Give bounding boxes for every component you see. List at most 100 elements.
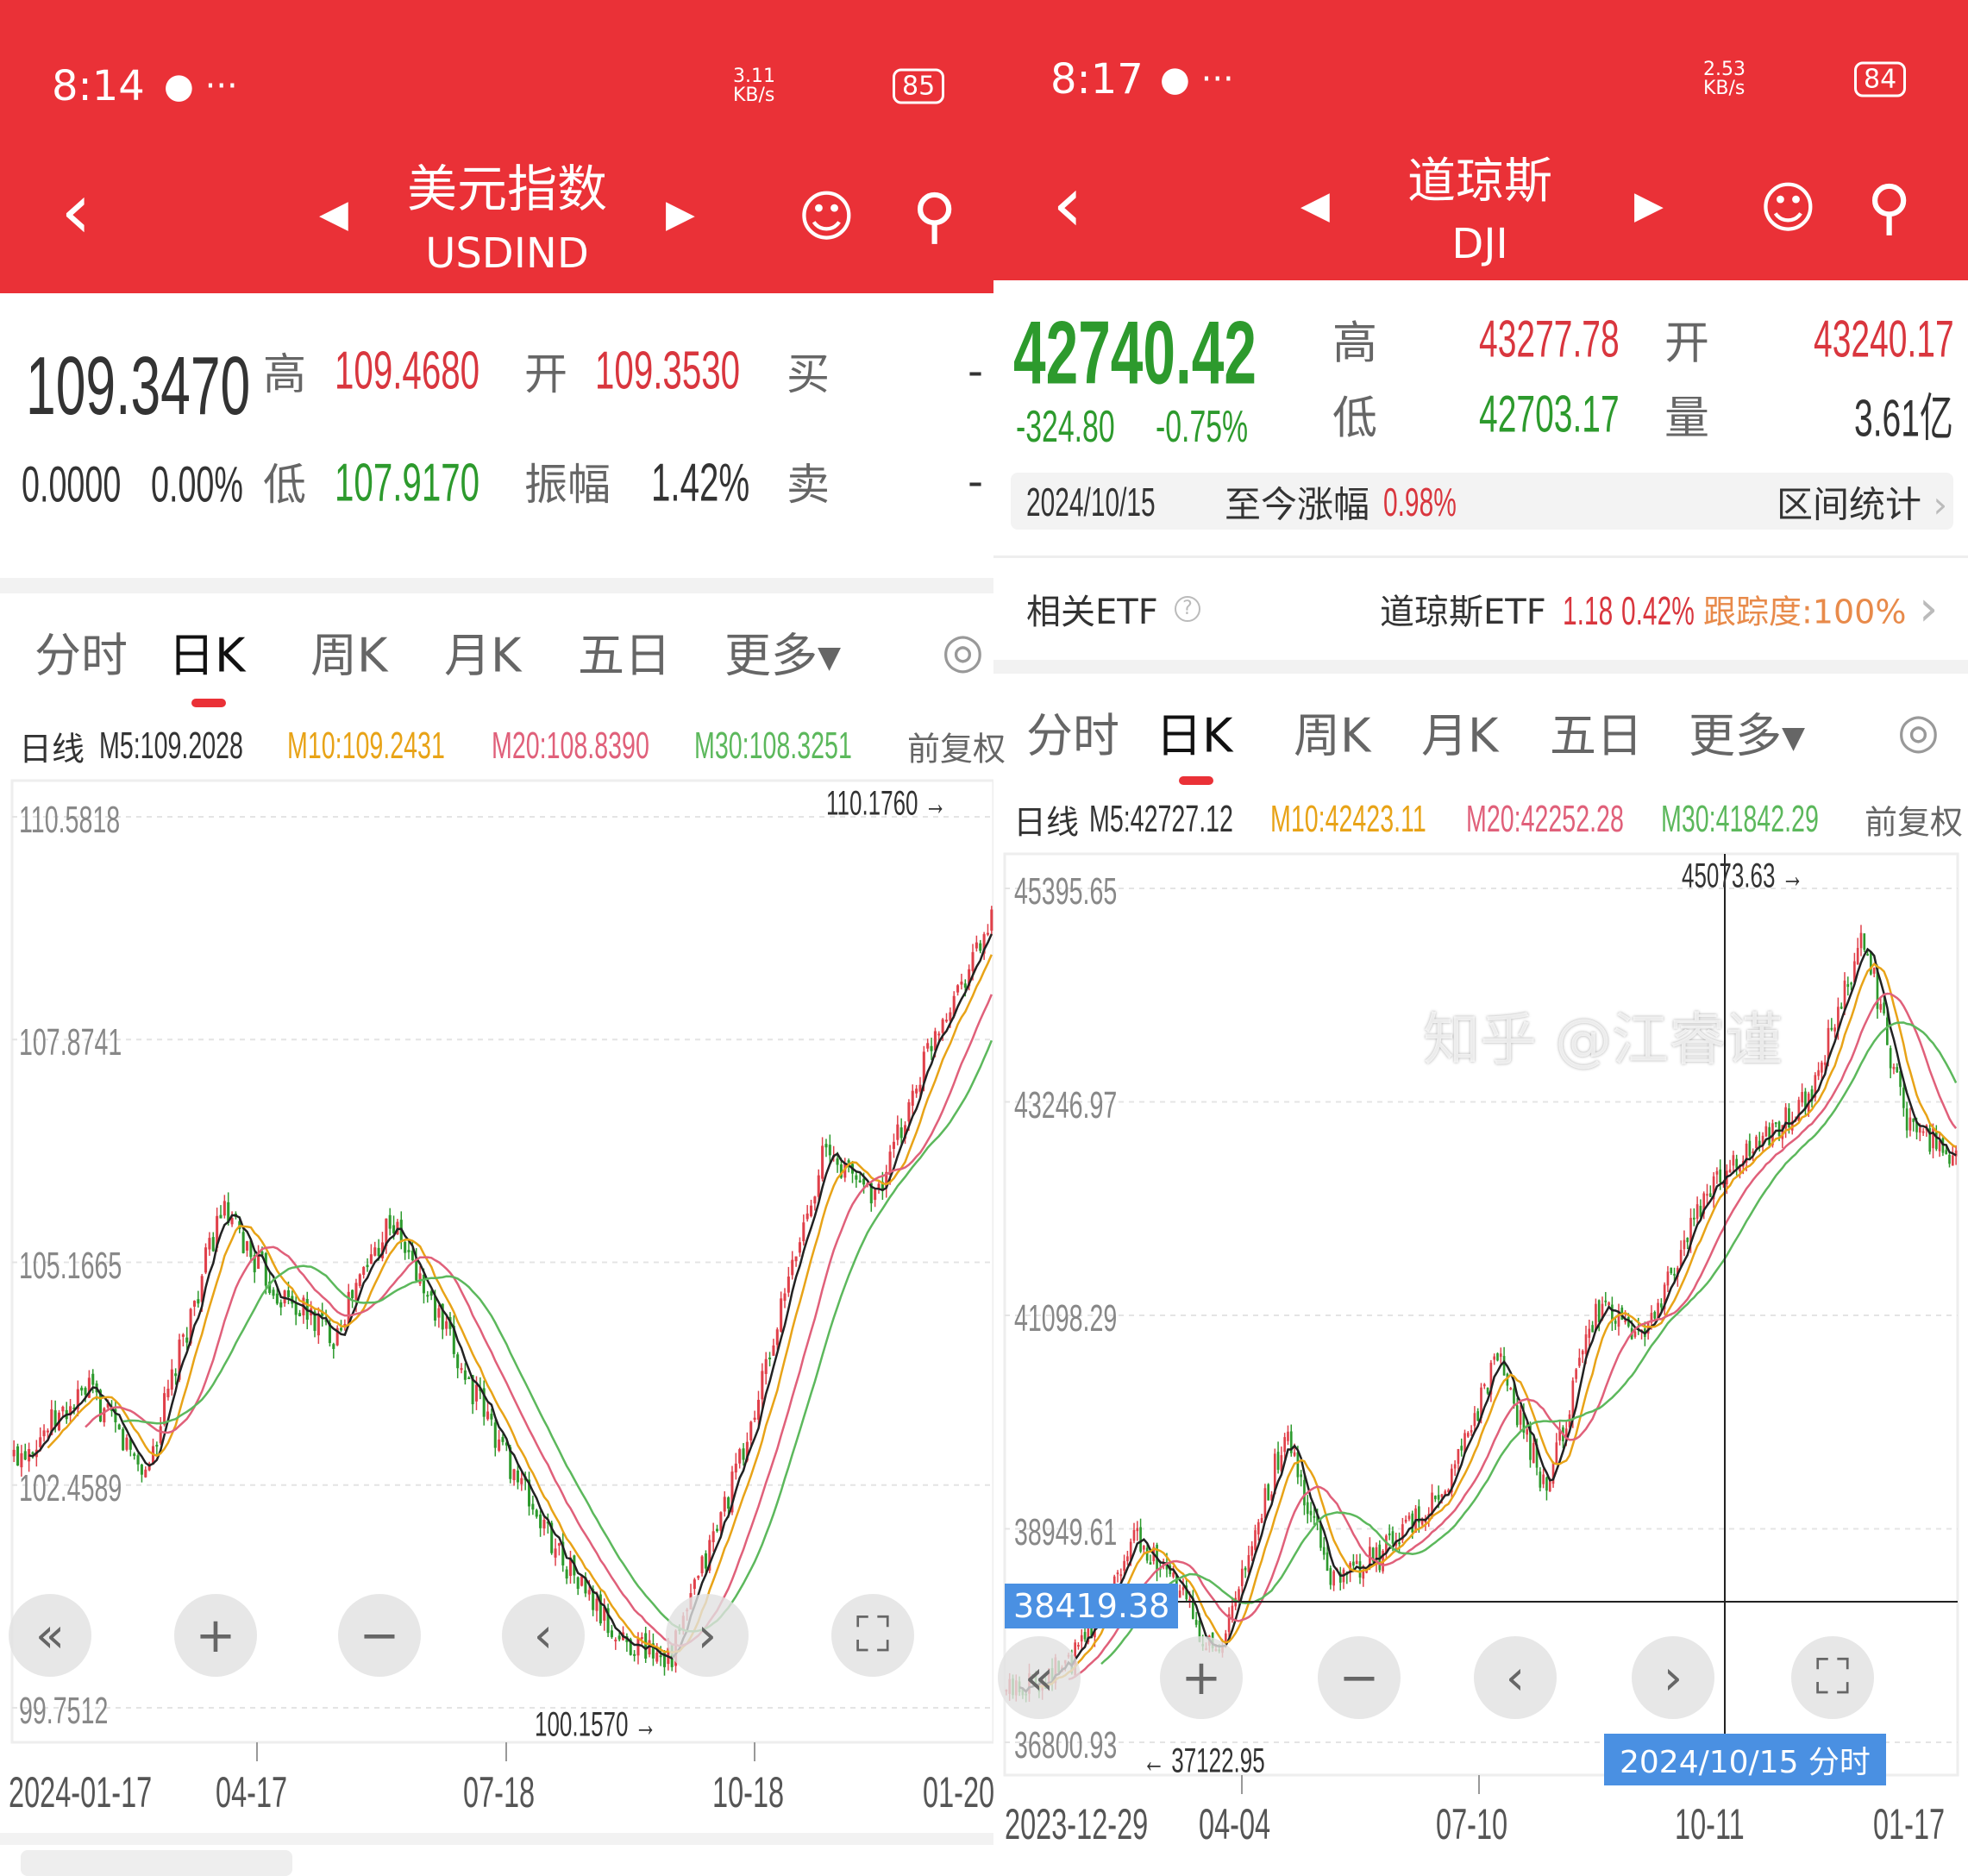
robot-icon[interactable]: ☺	[798, 185, 856, 249]
candle-body	[1300, 1474, 1302, 1478]
tab-2[interactable]: 周K	[1294, 708, 1371, 763]
candle-body	[1739, 1167, 1741, 1171]
candle-body	[471, 1375, 474, 1405]
candle-body	[377, 1247, 380, 1257]
zoom-out-button[interactable]: −	[1318, 1636, 1401, 1719]
help-icon[interactable]: ?	[1175, 596, 1200, 622]
candle-body	[1322, 1547, 1326, 1555]
candle-body	[1404, 1519, 1407, 1522]
ma-line-m20	[1068, 992, 1958, 1681]
candle-body	[20, 1452, 23, 1468]
candle-body	[1506, 1373, 1509, 1386]
tab-3[interactable]: 月K	[1421, 708, 1499, 763]
range-stats-bar[interactable]	[1011, 473, 1953, 530]
fullscreen-button[interactable]: ⛶	[1791, 1636, 1874, 1719]
candle-body	[542, 1519, 546, 1529]
adjust-label[interactable]: 前复权	[1865, 803, 1964, 842]
tab-5[interactable]: 更多▾	[724, 628, 842, 683]
zoom-in-button[interactable]: +	[1160, 1636, 1243, 1719]
candle-body	[708, 1540, 711, 1571]
ma-line-m30	[122, 1039, 993, 1633]
tab-4[interactable]: 五日	[578, 628, 671, 683]
candle-body	[1604, 1300, 1608, 1302]
scroll-right-button[interactable]: ›	[666, 1594, 749, 1677]
etf-tracking: 跟踪度:100%	[1703, 593, 1907, 631]
candle-body	[1921, 1131, 1925, 1133]
tab-3[interactable]: 月K	[444, 628, 522, 683]
candle-body	[151, 1446, 155, 1465]
scroll-left-fast-button[interactable]: «	[998, 1636, 1081, 1719]
candle-body	[1866, 953, 1869, 956]
candle-body	[1188, 1599, 1191, 1602]
open-label: 开	[524, 349, 567, 399]
candle-body	[23, 1451, 27, 1460]
chevron-right-icon[interactable]: ›	[1919, 580, 1939, 637]
tab-1[interactable]: 日K	[1156, 708, 1233, 763]
scroll-left-button[interactable]: ‹	[502, 1594, 585, 1677]
candle-body	[1748, 1140, 1752, 1157]
candle-body	[772, 1345, 775, 1356]
zoom-out-button[interactable]: −	[338, 1594, 421, 1677]
prev-triangle-icon[interactable]: ◀	[1301, 183, 1330, 228]
prev-triangle-icon[interactable]: ◀	[319, 191, 348, 236]
sell-label: 卖	[787, 460, 830, 510]
candle-body	[756, 1399, 761, 1420]
etf-name[interactable]: 道琼斯ETF	[1380, 593, 1546, 632]
candle-body	[1539, 1471, 1542, 1488]
candle-body	[922, 1051, 925, 1083]
candle-body	[1280, 1455, 1283, 1471]
candle-body	[415, 1258, 418, 1281]
candle-body	[174, 1373, 178, 1377]
candle-body	[719, 1512, 723, 1531]
candle-body	[1801, 1092, 1803, 1103]
tab-0[interactable]: 分时	[34, 628, 128, 683]
candle-body	[1395, 1541, 1398, 1547]
next-triangle-icon[interactable]: ▶	[666, 191, 695, 236]
scroll-left-button[interactable]: ‹	[1474, 1636, 1557, 1719]
divider	[0, 578, 993, 593]
candle-body	[313, 1311, 317, 1332]
candle-body	[380, 1242, 385, 1258]
tab-1[interactable]: 日K	[168, 628, 246, 683]
search-icon[interactable]: ⚲	[1867, 172, 1912, 242]
current-price: 109.3470	[26, 340, 251, 432]
range-stats-link[interactable]: 区间统计 ›	[1777, 483, 1948, 526]
left-kline-chart[interactable]	[0, 0, 993, 1868]
robot-icon[interactable]: ☺	[1759, 177, 1817, 241]
zoom-in-button[interactable]: +	[174, 1594, 257, 1677]
candle-body	[1863, 933, 1866, 951]
ma10: M10:42423.11	[1270, 798, 1426, 840]
candle-body	[456, 1354, 460, 1369]
tab-5[interactable]: 更多▾	[1689, 708, 1806, 763]
candle-body	[1683, 1239, 1686, 1250]
candle-body	[166, 1389, 170, 1397]
watermark: 知乎 @江睿谨	[1423, 1007, 1783, 1073]
scroll-right-button[interactable]: ›	[1632, 1636, 1714, 1719]
candle-body	[606, 1608, 610, 1634]
candle-body	[1145, 1547, 1149, 1561]
candle-body	[1194, 1620, 1198, 1625]
tab-2[interactable]: 周K	[310, 628, 388, 683]
candle-body	[1781, 1125, 1784, 1139]
candle-body	[144, 1469, 147, 1478]
adjust-label[interactable]: 前复权	[907, 730, 1006, 769]
candle-body	[1588, 1328, 1591, 1339]
settings-icon[interactable]: ◎	[1897, 703, 1940, 760]
candle-body	[1513, 1388, 1515, 1404]
back-chevron-icon[interactable]: ‹	[1052, 159, 1083, 250]
candle-body	[1463, 1433, 1466, 1454]
tab-0[interactable]: 分时	[1026, 708, 1119, 763]
next-triangle-icon[interactable]: ▶	[1634, 183, 1664, 228]
fullscreen-button[interactable]: ⛶	[831, 1594, 914, 1677]
high-value: 109.4680	[335, 341, 480, 401]
search-icon[interactable]: ⚲	[912, 180, 957, 251]
scroll-left-fast-button[interactable]: «	[9, 1594, 91, 1677]
tab-4[interactable]: 五日	[1550, 708, 1643, 763]
candle-body	[272, 1289, 275, 1296]
y-axis-label: 107.8741	[19, 1021, 122, 1064]
high-label: 高	[263, 349, 306, 399]
candle-body	[847, 1160, 850, 1163]
settings-icon[interactable]: ◎	[942, 623, 984, 680]
back-chevron-icon[interactable]: ‹	[60, 166, 91, 257]
